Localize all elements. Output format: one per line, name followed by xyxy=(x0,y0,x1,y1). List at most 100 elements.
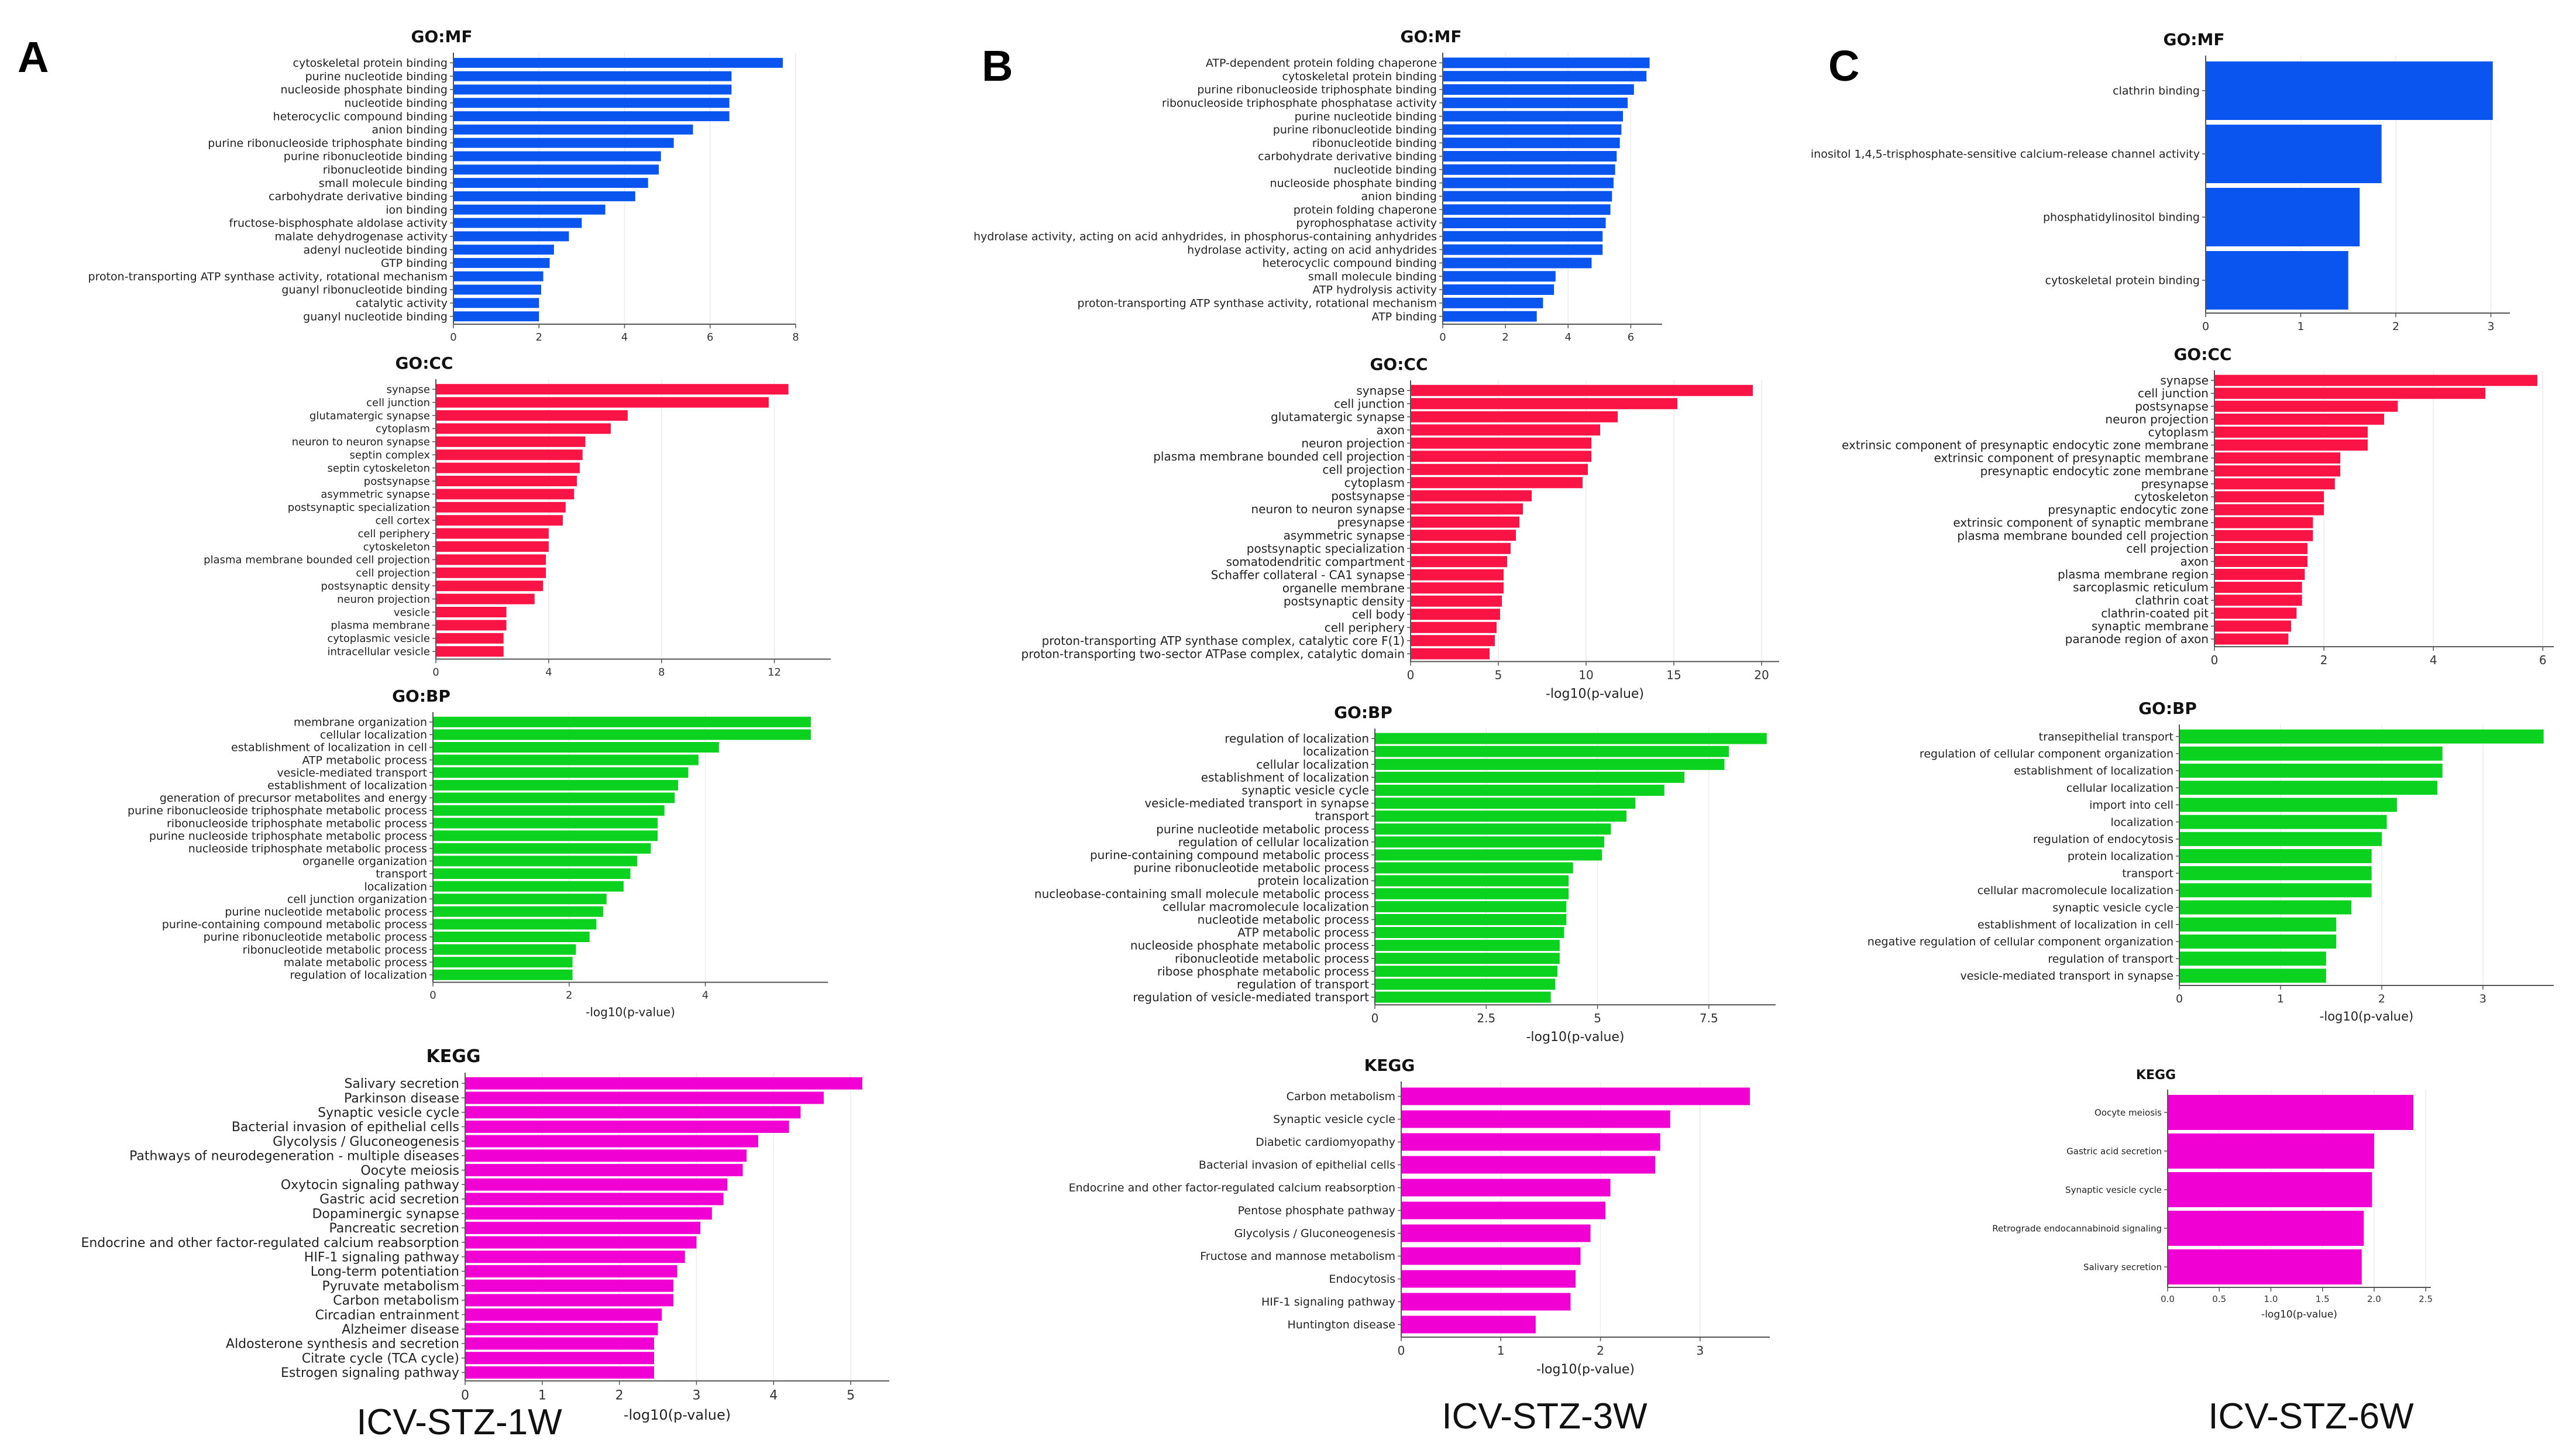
category-label: ribonucleotide metabolic process xyxy=(1175,952,1369,966)
category-label: plasma membrane region xyxy=(2058,568,2209,582)
chart-c-mf-group: GO:MF clathrin binding inositol 1,4,5-tris… xyxy=(1811,30,2510,333)
category-label: postsynaptic density xyxy=(321,580,431,593)
x-tick-label: 2.0 xyxy=(2367,1294,2381,1304)
category-label: Carbon metabolism xyxy=(333,1294,459,1308)
category-label: vesicle-mediated transport xyxy=(277,767,427,779)
bar xyxy=(1375,888,1569,899)
bar xyxy=(436,384,789,395)
category-label: postsynapse xyxy=(1331,489,1405,503)
bar xyxy=(2214,542,2308,554)
category-label: phosphatidylinositol binding xyxy=(2043,211,2200,224)
category-label: septin cytoskeleton xyxy=(328,462,430,475)
bar xyxy=(1375,940,1560,952)
bar xyxy=(1411,424,1600,436)
category-label: purine ribonucleoside triphosphate metab… xyxy=(128,805,427,817)
category-label: ATP binding xyxy=(1372,310,1437,323)
category-label: Synaptic vesicle cycle xyxy=(2065,1184,2162,1195)
category-label: cytoskeletal protein binding xyxy=(1282,70,1437,83)
bar xyxy=(436,541,549,552)
bar xyxy=(465,1279,673,1292)
category-label: plasma membrane xyxy=(331,620,430,632)
category-label: pyrophosphatase activity xyxy=(1296,217,1437,230)
chart-c-kegg-group: KEGG Oocyte meiosis Gastric acid secretion… xyxy=(1992,1068,2433,1321)
bar xyxy=(453,111,730,122)
bar xyxy=(1375,875,1569,887)
x-tick-label: 4 xyxy=(702,990,709,1002)
bar xyxy=(2168,1095,2413,1130)
x-tick-label: 2 xyxy=(2378,992,2385,1005)
category-label: cell projection xyxy=(1322,462,1405,476)
bar xyxy=(2168,1211,2364,1246)
category-label: cell periphery xyxy=(1325,620,1405,634)
bar xyxy=(436,462,580,473)
bar xyxy=(465,1077,862,1090)
category-label: Endocrine and other factor-regulated cal… xyxy=(1069,1181,1395,1194)
x-axis-label: -log10(p-value) xyxy=(1546,687,1644,702)
bar xyxy=(2179,729,2544,744)
bar xyxy=(2214,620,2291,632)
x-tick-label: 2.5 xyxy=(2419,1294,2433,1304)
bar xyxy=(453,257,550,268)
x-tick-label: 0.5 xyxy=(2212,1294,2226,1304)
bar xyxy=(1375,836,1604,848)
category-label: cytoplasmic vesicle xyxy=(327,633,430,645)
category-label: regulation of endocytosis xyxy=(2033,833,2173,846)
category-label: Alzheimer disease xyxy=(342,1323,459,1337)
category-label: asymmetric synapse xyxy=(321,489,430,501)
bar xyxy=(2168,1172,2372,1207)
bar xyxy=(1443,84,1634,95)
bar xyxy=(2206,125,2382,183)
category-label: purine nucleoside triphosphate metabolic… xyxy=(149,830,427,843)
bar xyxy=(433,906,603,917)
bar xyxy=(436,567,546,578)
bar xyxy=(465,1352,654,1365)
bar xyxy=(436,476,577,486)
x-tick-label: 0 xyxy=(1407,668,1415,682)
category-label: heterocyclic compound binding xyxy=(273,110,448,123)
category-label: establishment of localization xyxy=(267,779,427,792)
category-label: malate dehydrogenase activity xyxy=(275,230,448,243)
bar xyxy=(1411,648,1490,659)
bar xyxy=(453,178,648,188)
x-tick-label: 12 xyxy=(768,666,781,678)
bar xyxy=(1443,271,1556,282)
chart-b-kegg-group: KEGG Carbon metabolism Synaptic vesicle cy… xyxy=(1069,1056,1770,1377)
bar xyxy=(1443,284,1554,295)
bar xyxy=(436,397,769,408)
category-label: carbohydrate derivative binding xyxy=(1258,150,1437,163)
category-label: small molecule binding xyxy=(319,177,448,190)
panel-label-a: A xyxy=(18,33,49,81)
category-label: Dopaminergic synapse xyxy=(312,1207,459,1221)
category-label: Synaptic vesicle cycle xyxy=(318,1105,459,1120)
category-label: anion binding xyxy=(1361,190,1437,203)
category-label: clathrin coat xyxy=(2135,593,2209,607)
bar xyxy=(453,311,539,322)
bar xyxy=(433,779,678,791)
category-label: vesicle-mediated transport in synapse xyxy=(1144,796,1369,810)
bar xyxy=(453,57,783,68)
category-label: presynaptic endocytic zone xyxy=(2048,503,2209,517)
bar xyxy=(433,957,573,968)
category-label: cell projection xyxy=(2126,541,2209,555)
category-label: Fructose and mannose metabolism xyxy=(1200,1250,1395,1263)
category-label: intracellular vesicle xyxy=(327,646,430,658)
bar xyxy=(433,843,651,854)
x-tick-label: 4 xyxy=(769,1389,778,1403)
category-label: Synaptic vesicle cycle xyxy=(1273,1113,1395,1126)
bar xyxy=(433,830,658,841)
category-label: hydrolase activity, acting on acid anhyd… xyxy=(974,230,1437,243)
category-label: Estrogen signaling pathway xyxy=(281,1366,459,1380)
panel-label-b: B xyxy=(982,42,1013,90)
bar xyxy=(465,1149,747,1162)
bar xyxy=(465,1221,701,1234)
category-label: ATP metabolic process xyxy=(1237,926,1369,940)
bar xyxy=(1375,758,1725,770)
category-label: cytoskeleton xyxy=(2134,490,2209,504)
bar xyxy=(2214,517,2313,528)
category-label: fructose-bisphosphate aldolase activity xyxy=(229,217,448,230)
